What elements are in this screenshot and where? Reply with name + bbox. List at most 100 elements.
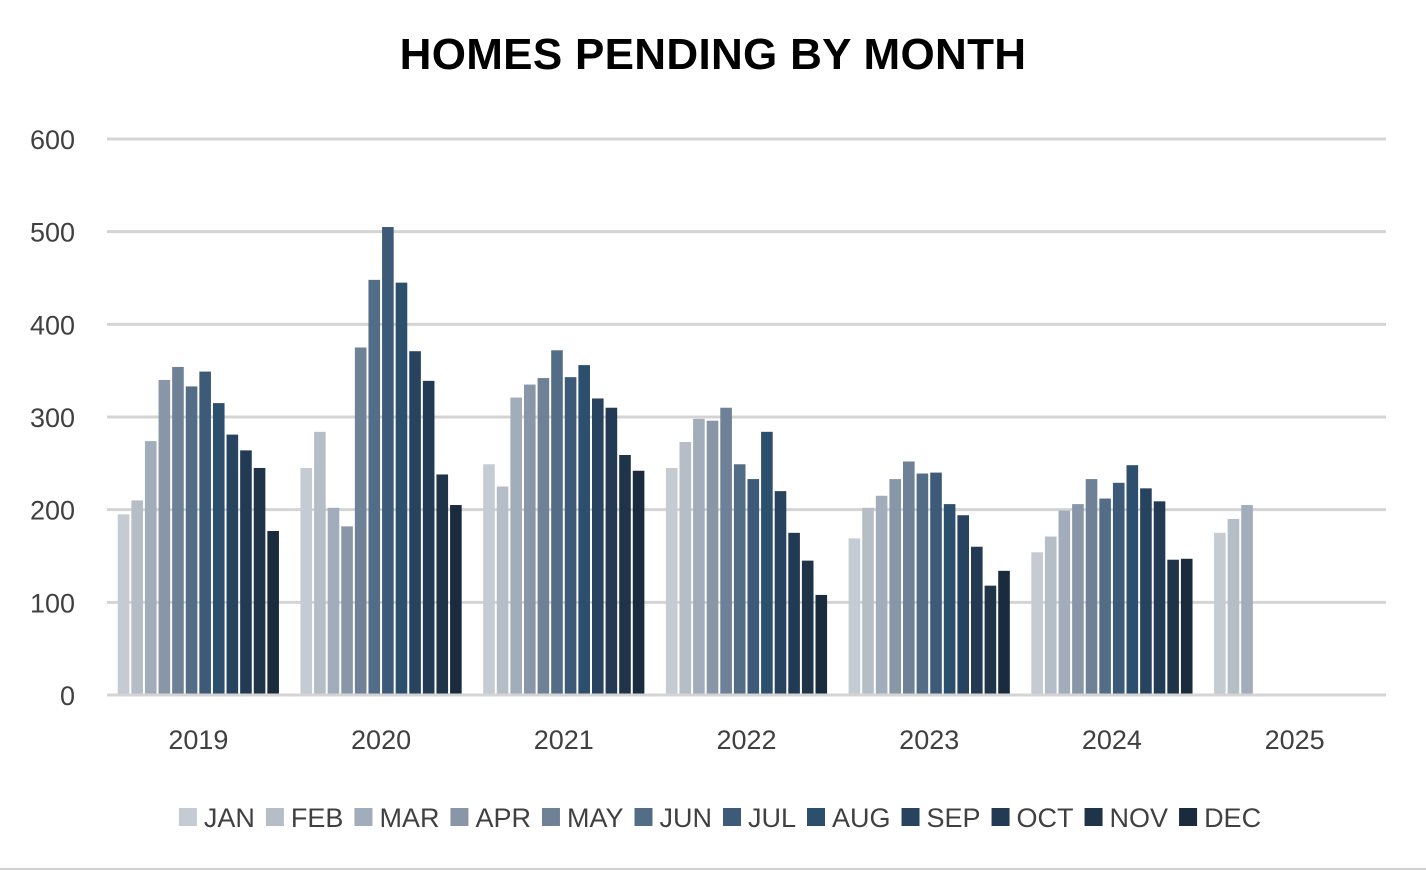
y-tick-label: 0 <box>60 681 75 711</box>
y-tick-label: 300 <box>30 403 75 433</box>
bar-2020-apr <box>341 526 353 695</box>
bar-2023-feb <box>862 507 874 695</box>
x-tick-label: 2025 <box>1265 725 1325 755</box>
bar-2020-jan <box>300 467 313 695</box>
y-tick-label: 100 <box>30 588 75 618</box>
legend-swatch <box>450 808 469 826</box>
bar-2022-nov <box>801 560 814 695</box>
x-tick-label: 2023 <box>899 725 959 755</box>
bar-2022-feb <box>679 442 692 695</box>
bar-2024-oct <box>1153 501 1166 695</box>
bar-2021-dec <box>632 470 645 695</box>
bar-2024-sep <box>1140 488 1152 695</box>
bar-2025-jan <box>1214 532 1226 695</box>
bar-2020-dec <box>450 505 462 695</box>
bar-2024-feb <box>1044 536 1057 695</box>
legend-swatch <box>541 808 560 826</box>
bar-2020-aug <box>395 282 408 695</box>
bar-2024-dec <box>1180 558 1193 695</box>
bar-2023-sep <box>957 515 970 695</box>
x-tick-label: 2024 <box>1082 725 1142 755</box>
bar-2022-oct <box>788 532 800 695</box>
bar-2023-may <box>903 461 915 695</box>
bar-2025-feb <box>1227 518 1240 695</box>
bar-2024-jul <box>1112 482 1125 695</box>
bar-2024-apr <box>1072 504 1084 695</box>
bar-2022-may <box>720 407 732 695</box>
bar-2024-aug <box>1126 465 1139 695</box>
y-tick-label: 500 <box>30 218 75 248</box>
bar-2019-dec <box>267 530 279 695</box>
bar-2019-jun <box>185 386 198 695</box>
bar-2023-apr <box>889 479 902 695</box>
bar-2021-oct <box>605 407 618 695</box>
bar-2021-sep <box>591 398 604 695</box>
bar-2024-mar <box>1058 510 1071 695</box>
legend-item-dec: DEC <box>1179 803 1261 833</box>
bar-2019-feb <box>131 500 143 695</box>
bar-2025-mar <box>1241 505 1253 695</box>
legend-label: JAN <box>204 803 255 833</box>
legend: JAN FEB MAR APR MAY JUN JUL AUG SEP OCT NOV DEC <box>178 803 1261 833</box>
bar-2022-dec <box>815 594 828 695</box>
bar-2020-jul <box>382 227 394 696</box>
bar-2019-mar <box>144 441 157 695</box>
bottom-border <box>0 868 1426 870</box>
bar-2019-jul <box>199 371 211 695</box>
legend-swatch <box>1179 808 1198 826</box>
bar-2020-oct <box>422 380 435 695</box>
legend-item-oct: OCT <box>991 803 1074 833</box>
bar-2024-jun <box>1099 498 1111 695</box>
bar-2022-sep <box>774 491 787 695</box>
legend-label: SEP <box>927 803 981 833</box>
legend-label: JUN <box>659 803 712 833</box>
bar-2023-jun <box>916 473 929 695</box>
x-axis-ticks: 2019 2020 2021 2022 2023 2024 2025 <box>107 693 1386 755</box>
bar-2023-jul <box>930 472 942 695</box>
bar-2024-jan <box>1031 552 1043 695</box>
bar-2021-jul <box>564 377 577 695</box>
bar-2021-nov <box>619 454 631 695</box>
bar-2023-nov <box>984 585 997 695</box>
x-tick-label: 2019 <box>168 725 228 755</box>
legend-label: NOV <box>1110 803 1169 833</box>
bar-2020-mar <box>327 507 340 695</box>
legend-swatch <box>634 808 653 826</box>
bar-2024-may <box>1085 479 1098 695</box>
bar-2024-nov <box>1167 559 1179 695</box>
bar-2022-jul <box>747 479 760 695</box>
bar-2022-jan <box>665 467 678 695</box>
x-tick-label: 2022 <box>716 725 776 755</box>
bar-2021-aug <box>578 365 590 695</box>
legend-label: OCT <box>1017 803 1074 833</box>
legend-label: MAR <box>379 803 439 833</box>
legend-item-jul: JUL <box>722 803 796 833</box>
legend-label: FEB <box>291 803 344 833</box>
bar-2021-jun <box>551 350 563 695</box>
legend-swatch <box>178 808 197 826</box>
chart-title: HOMES PENDING BY MONTH <box>399 30 1027 79</box>
bar-2022-jun <box>733 464 746 695</box>
legend-item-aug: AUG <box>807 803 891 833</box>
bar-2019-aug <box>212 403 225 695</box>
legend-item-jun: JUN <box>634 803 712 833</box>
bar-2023-jan <box>848 538 861 695</box>
bar-2023-mar <box>875 495 888 695</box>
bar-2019-oct <box>240 450 252 695</box>
bar-2020-may <box>354 347 367 695</box>
bar-2019-may <box>172 366 184 695</box>
bar-2019-nov <box>253 467 266 695</box>
legend-item-feb: FEB <box>265 803 344 833</box>
bar-2020-jun <box>368 279 381 695</box>
legend-item-sep: SEP <box>901 803 981 833</box>
bar-2021-apr <box>523 384 536 695</box>
legend-swatch <box>991 808 1010 826</box>
bar-2021-mar <box>510 397 522 695</box>
bar-2022-aug <box>761 431 773 695</box>
x-tick-label: 2020 <box>351 725 411 755</box>
bar-2019-apr <box>158 379 171 695</box>
bar-2021-feb <box>496 486 509 695</box>
bar-2021-may <box>537 378 550 695</box>
legend-label: JUL <box>748 803 796 833</box>
bar-2021-jan <box>483 464 495 695</box>
